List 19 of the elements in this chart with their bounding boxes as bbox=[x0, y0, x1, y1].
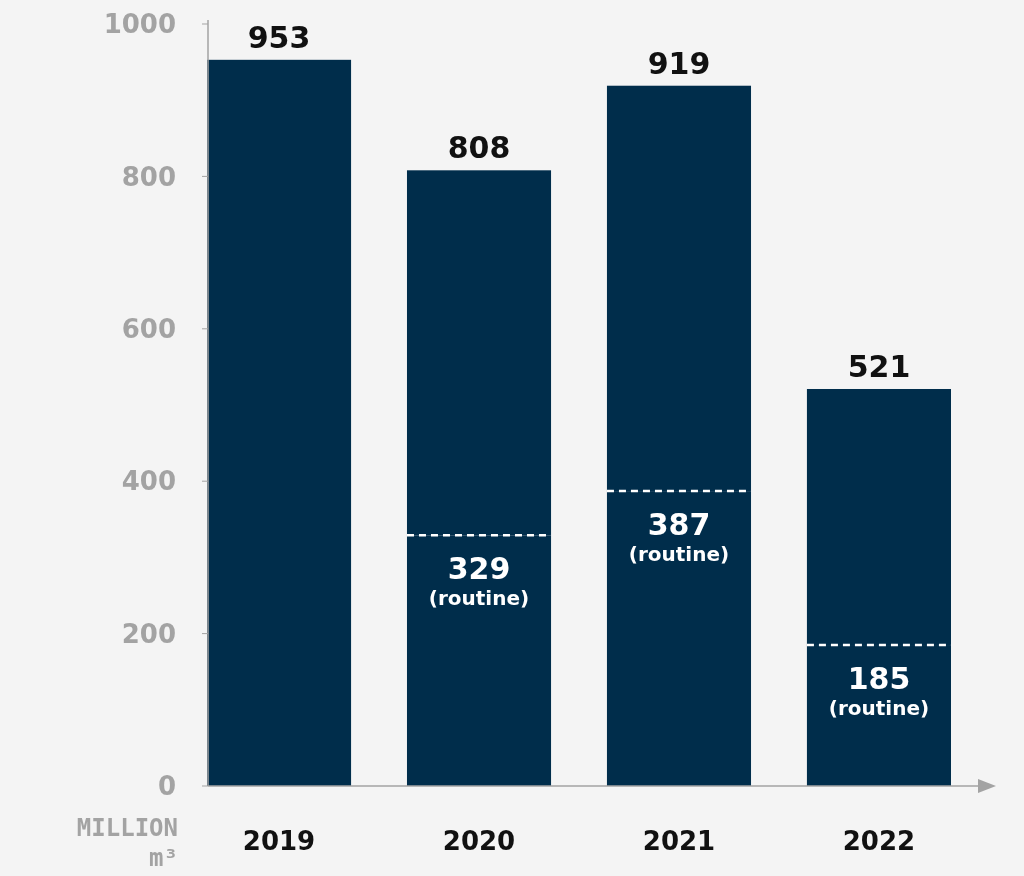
total-label: 521 bbox=[847, 349, 911, 384]
y-tick-label: 200 bbox=[121, 618, 176, 649]
data-label: 329 (routine) bbox=[428, 551, 530, 611]
x-tick-label: 2019 bbox=[242, 826, 316, 856]
total-label: 919 bbox=[647, 45, 711, 81]
data-label: 387 (routine) bbox=[628, 507, 730, 567]
data-label: 185 (routine) bbox=[828, 661, 930, 721]
y-tick-label: 800 bbox=[121, 161, 176, 192]
y-tick-label: 1000 bbox=[103, 9, 176, 40]
x-tick-label: 2020 bbox=[442, 826, 516, 856]
bar bbox=[207, 59, 352, 786]
x-tick-label: 2021 bbox=[642, 826, 716, 856]
y-tick-label: 0 bbox=[157, 771, 176, 802]
x-tick-label: 2022 bbox=[842, 826, 916, 856]
total-label: 808 bbox=[447, 130, 511, 166]
y-tick-label: 400 bbox=[121, 466, 176, 497]
total-label: 953 bbox=[247, 19, 311, 55]
y-tick-label: 600 bbox=[121, 313, 176, 344]
y-axis-title: MILLION m³ bbox=[76, 814, 178, 872]
